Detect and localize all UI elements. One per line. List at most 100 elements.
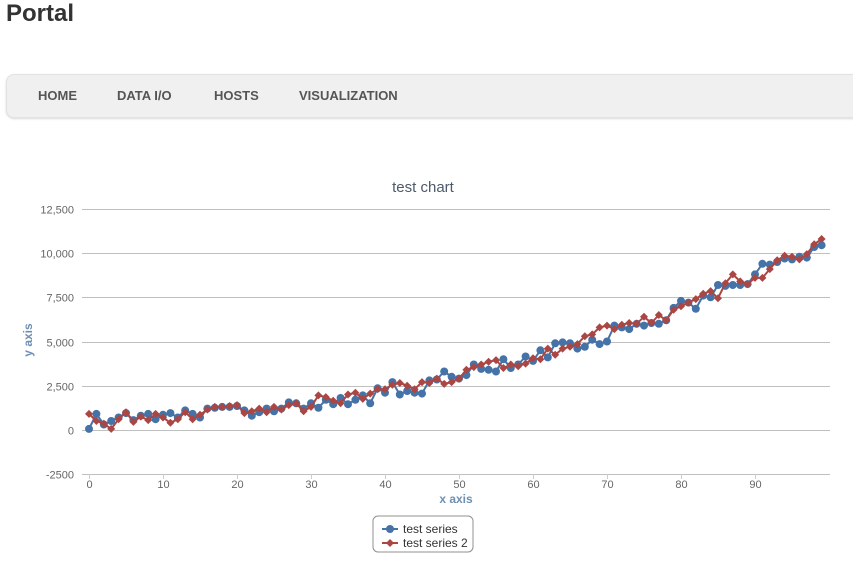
series-2-point[interactable] [788,252,796,261]
series-1-point[interactable] [654,319,663,328]
series-1-point[interactable] [551,339,560,348]
series-2-point[interactable] [677,302,685,311]
series-2-point[interactable] [706,287,715,296]
series-2-point[interactable] [603,321,611,330]
series-2-point[interactable] [765,265,774,274]
series-1-point[interactable] [521,352,530,361]
series-1-point[interactable] [714,281,722,289]
series-1-point[interactable] [492,367,500,376]
series-2-point[interactable] [751,273,759,282]
series-2-point[interactable] [292,399,301,408]
series-2-point[interactable] [366,389,375,398]
series-1-point[interactable] [151,415,160,424]
series-2-point[interactable] [440,379,449,388]
series-2-point[interactable] [817,235,826,243]
series-2-point[interactable] [159,413,167,422]
series-1-point[interactable] [603,337,611,346]
series-2-point[interactable] [691,295,700,304]
series-1-point[interactable] [536,346,545,355]
series-2-point[interactable] [566,342,574,351]
series-1-point[interactable] [691,304,700,313]
series-1-point[interactable] [758,259,767,268]
series-2-point[interactable] [573,340,582,349]
series-1-point[interactable] [543,353,552,362]
series-1-point[interactable] [677,296,685,305]
series-1-point[interactable] [107,417,116,425]
series-1-point[interactable] [440,367,449,376]
series-2-point[interactable] [373,385,382,394]
series-2-point[interactable] [551,350,560,359]
series-1-point[interactable] [188,409,197,418]
series-2-point[interactable] [255,404,264,413]
series-2-point[interactable] [284,401,293,410]
series-2-point[interactable] [270,402,278,411]
series-2-point[interactable] [240,409,249,418]
series-2-point[interactable] [107,424,116,433]
series-1-point[interactable] [144,409,153,418]
series-2-point[interactable] [580,332,589,341]
series-2-point[interactable] [521,359,530,368]
series-2-point[interactable] [654,311,663,319]
series-2-point[interactable] [810,240,819,249]
series-2-point[interactable] [529,354,537,363]
series-2-point[interactable] [506,360,515,369]
series-2-point[interactable] [595,323,604,332]
series-2-point[interactable] [196,410,204,419]
series-2-point[interactable] [588,330,597,339]
series-2-point[interactable] [558,344,567,353]
series-1-point[interactable] [558,338,567,347]
series-2-point[interactable] [188,415,197,424]
series-2-point[interactable] [336,399,345,408]
series-2-point[interactable] [321,393,330,402]
series-1-point[interactable] [447,372,456,381]
series-1-point[interactable] [728,281,737,289]
series-1-point[interactable] [588,335,597,344]
series-2-point[interactable] [617,320,626,329]
series-2-point[interactable] [425,379,434,387]
series-2-point[interactable] [247,407,256,416]
series-2-point[interactable] [499,364,508,372]
series-1-point[interactable] [92,409,101,418]
series-2-point[interactable] [173,415,182,424]
series-2-point[interactable] [144,416,153,425]
series-2-point[interactable] [395,379,404,387]
series-1-point[interactable] [625,325,634,334]
series-1-point[interactable] [573,344,582,353]
nav-hosts[interactable]: HOSTS [214,88,259,103]
series-2-point[interactable] [447,378,456,387]
series-2-point[interactable] [314,391,323,400]
series-2-point[interactable] [684,298,693,307]
series-2-point[interactable] [210,402,219,411]
series-2-point[interactable] [699,289,708,298]
series-2-point[interactable] [233,401,241,410]
series-2-point[interactable] [299,407,308,416]
series-2-point[interactable] [403,381,412,390]
legend-series-1-label[interactable]: test series [403,522,458,536]
series-1-point[interactable] [403,387,412,395]
series-2-point[interactable] [714,294,722,303]
series-1-point[interactable] [580,342,589,351]
series-2-point[interactable] [262,408,271,417]
series-1-point[interactable] [499,355,508,364]
series-2-point[interactable] [99,419,108,428]
series-2-point[interactable] [662,316,671,325]
series-2-point[interactable] [432,374,441,383]
series-2-point[interactable] [640,312,648,321]
series-2-point[interactable] [543,344,552,353]
series-2-point[interactable] [277,405,286,414]
series-2-point[interactable] [381,385,389,394]
series-2-point[interactable] [129,417,138,426]
series-1-point[interactable] [351,395,360,404]
series-2-point[interactable] [721,279,730,288]
series-2-point[interactable] [780,251,789,260]
series-2-point[interactable] [122,408,130,417]
series-1-point[interactable] [484,365,493,374]
series-2-point[interactable] [669,305,678,314]
series-2-point[interactable] [181,408,190,417]
series-2-point[interactable] [455,374,463,383]
series-1-point[interactable] [595,340,604,349]
series-2-point[interactable] [114,415,123,424]
series-2-point[interactable] [736,277,745,286]
series-1-point[interactable] [314,403,323,412]
series-2-point[interactable] [536,355,545,364]
